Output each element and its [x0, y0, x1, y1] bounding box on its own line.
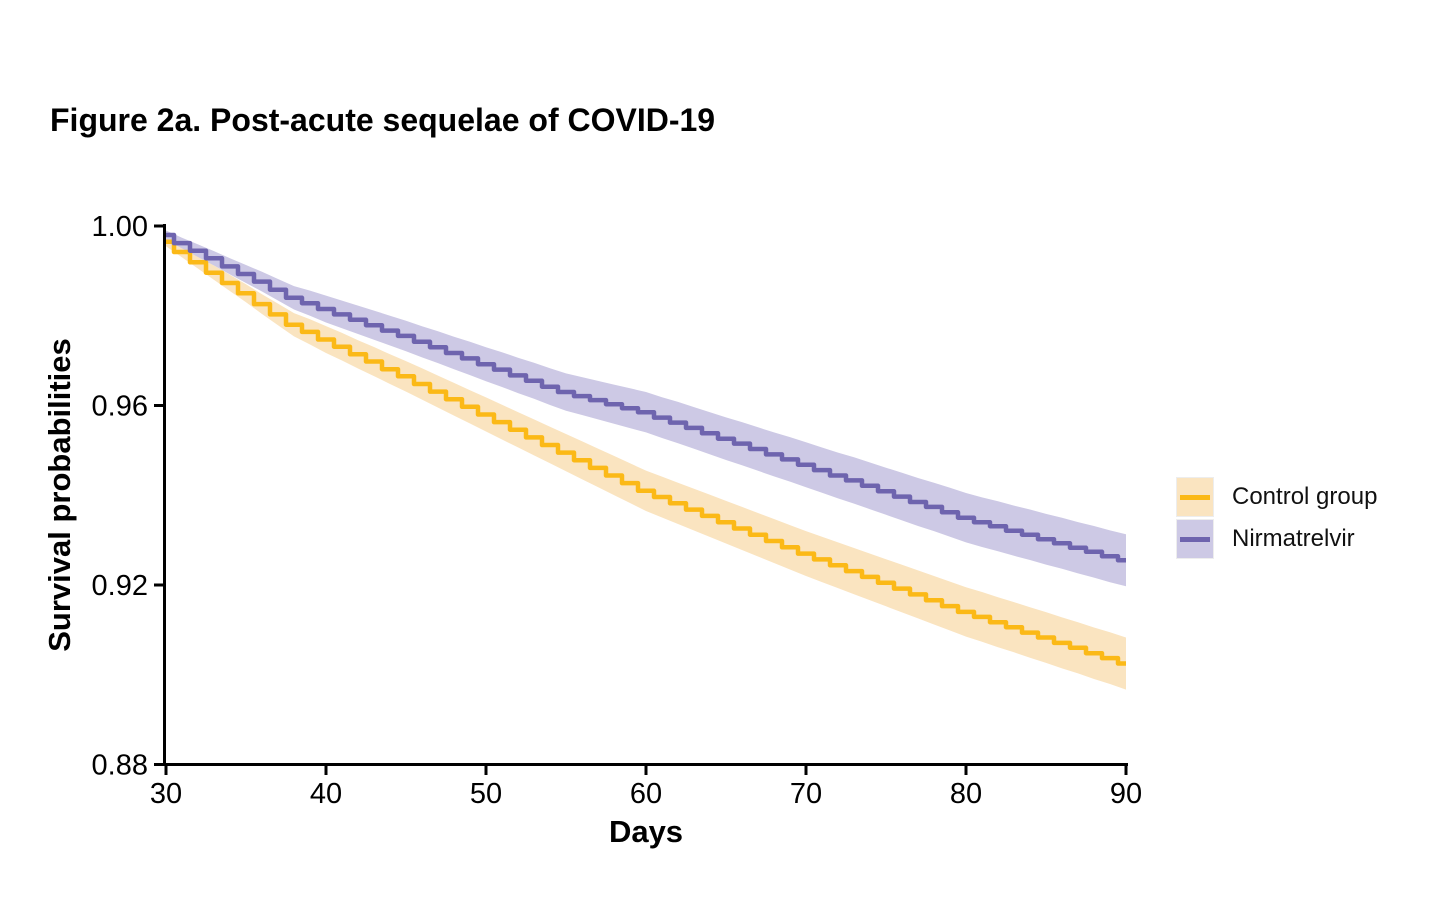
- y-tick-label: 1.00: [92, 211, 148, 243]
- ci-bands: [166, 230, 1126, 690]
- nirmatrelvir-ci-band: [166, 230, 1126, 587]
- x-tick-label: 40: [310, 778, 342, 810]
- y-axis-title: Survival probabilities: [42, 338, 77, 652]
- legend-item-control-group: Control group: [1176, 477, 1377, 517]
- x-tick-label: 30: [150, 778, 182, 810]
- legend-item-nirmatrelvir: Nirmatrelvir: [1176, 519, 1377, 559]
- legend-label-nirmatrelvir: Nirmatrelvir: [1232, 525, 1355, 552]
- x-tick-label: 50: [470, 778, 502, 810]
- control-group-swatch: [1176, 477, 1214, 517]
- nirmatrelvir-line-icon: [1180, 536, 1210, 542]
- y-tick-label: 0.96: [92, 391, 148, 423]
- y-tick-label: 0.88: [92, 750, 148, 782]
- x-axis-title: Days: [609, 814, 683, 849]
- legend: Control group Nirmatrelvir: [1176, 477, 1377, 559]
- control-group-curve: [166, 239, 1126, 666]
- x-tick-label: 80: [950, 778, 982, 810]
- legend-label-control-group: Control group: [1232, 483, 1378, 510]
- control-group-line-icon: [1180, 494, 1210, 500]
- y-tick-label: 0.92: [92, 570, 148, 602]
- survival-curves: [166, 232, 1126, 666]
- chart-title: Figure 2a. Post-acute sequelae of COVID-…: [50, 102, 715, 138]
- control-group-ci-band: [166, 237, 1126, 690]
- x-axis-ticks: 30 40 50 60 70 80 90: [150, 766, 1142, 810]
- y-axis-ticks: 1.00 0.96 0.92 0.88: [92, 211, 163, 782]
- nirmatrelvir-swatch: [1176, 519, 1214, 559]
- x-tick-label: 70: [790, 778, 822, 810]
- nirmatrelvir-curve: [166, 232, 1126, 563]
- x-tick-label: 90: [1110, 778, 1142, 810]
- x-tick-label: 60: [630, 778, 662, 810]
